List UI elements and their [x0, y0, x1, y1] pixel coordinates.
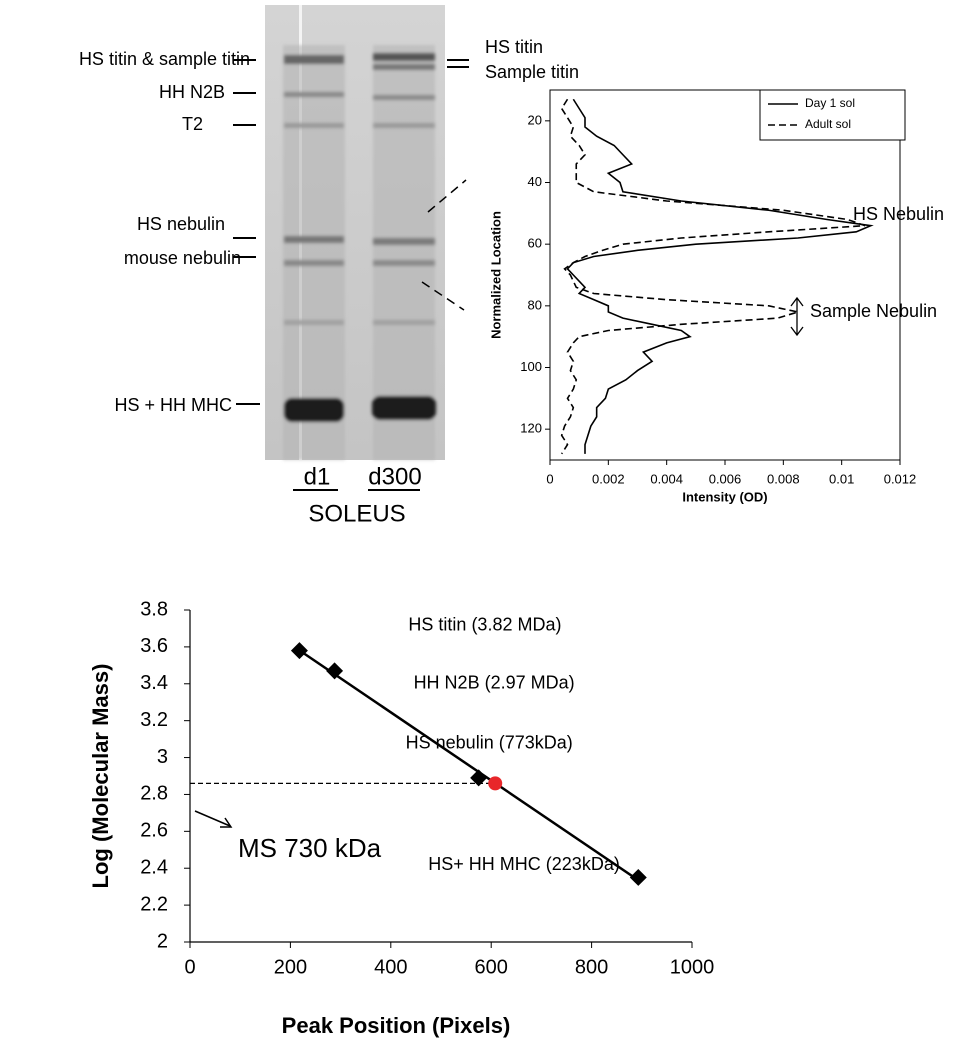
point-label: HS+ HH MHC (223kDa)	[428, 854, 620, 874]
x-tick-label: 800	[575, 956, 608, 978]
data-point	[470, 769, 488, 787]
x-tick-label: 0.004	[650, 471, 683, 486]
legend-label: Adult sol	[805, 117, 851, 131]
y-tick-label: 3.6	[140, 635, 168, 657]
y-tick-label: 2.6	[140, 820, 168, 842]
muscle-label: SOLEUS	[308, 500, 405, 527]
x-tick-label: 200	[274, 956, 307, 978]
gel-label: T2	[182, 114, 203, 134]
x-tick-label: 0	[546, 471, 553, 486]
legend-label: Day 1 sol	[805, 96, 855, 110]
y-tick-label: 3	[157, 746, 168, 768]
gel-image	[265, 5, 445, 460]
fit-line	[298, 649, 639, 882]
y-tick-label: 20	[528, 112, 542, 127]
annotation: Sample Nebulin	[810, 301, 937, 321]
gel-label: mouse nebulin	[124, 248, 241, 268]
profile-line	[566, 98, 874, 454]
sample-arrow	[194, 810, 233, 828]
gel-label: HS nebulin	[137, 214, 225, 234]
y-tick-label: 60	[528, 236, 542, 251]
gel-label: HS titin	[485, 37, 543, 57]
y-tick-label: 100	[520, 359, 542, 374]
y-tick-label: 2.8	[140, 783, 168, 805]
y-tick-label: 3.2	[140, 709, 168, 731]
gel-label: Sample titin	[485, 62, 579, 82]
x-axis-title: Peak Position (Pixels)	[282, 1013, 511, 1038]
gel-label: HS titin & sample titin	[79, 49, 250, 69]
gel-label-ticks	[233, 59, 469, 491]
x-tick-label: 1000	[670, 956, 715, 978]
profile-line	[560, 98, 866, 455]
x-tick-label: 0.006	[709, 471, 742, 486]
x-axis-title: Intensity (OD)	[682, 489, 767, 504]
y-tick-label: 3.8	[140, 598, 168, 620]
y-tick-label: 80	[528, 297, 542, 312]
x-tick-label: 0.008	[767, 471, 800, 486]
data-point	[629, 868, 647, 886]
plot-frame	[549, 89, 901, 461]
sample-label: MS 730 kDa	[238, 833, 382, 863]
x-tick-label: 0.012	[884, 471, 917, 486]
zoom-guides	[421, 179, 467, 311]
legend-box	[759, 89, 906, 141]
x-tick-label: 600	[475, 956, 508, 978]
data-point	[290, 642, 308, 660]
x-tick-label: 400	[374, 956, 407, 978]
y-tick-label: 120	[520, 421, 542, 436]
y-axis-title: Normalized Location	[488, 211, 503, 339]
y-tick-label: 2.2	[140, 893, 168, 915]
x-tick-label: 0.01	[829, 471, 854, 486]
y-tick-label: 3.4	[140, 672, 168, 694]
y-tick-label: 40	[528, 174, 542, 189]
gel-label: HH N2B	[159, 82, 225, 102]
data-point	[326, 662, 344, 680]
annotation-arrow	[790, 296, 804, 337]
gel-label: HS + HH MHC	[114, 395, 232, 415]
sample-point	[488, 776, 503, 791]
point-label: HH N2B (2.97 MDa)	[414, 673, 575, 693]
x-tick-label: 0.002	[592, 471, 625, 486]
y-axis-title: Log (Molecular Mass)	[88, 664, 113, 889]
lane-label: d1	[304, 463, 331, 490]
point-label: HS nebulin (773kDa)	[406, 733, 573, 753]
point-label: HS titin (3.82 MDa)	[408, 614, 561, 634]
annotation: HS Nebulin	[853, 204, 944, 224]
x-tick-label: 0	[184, 956, 195, 978]
y-tick-label: 2	[157, 930, 168, 952]
y-tick-label: 2.4	[140, 857, 168, 879]
lane-label: d300	[368, 463, 421, 490]
